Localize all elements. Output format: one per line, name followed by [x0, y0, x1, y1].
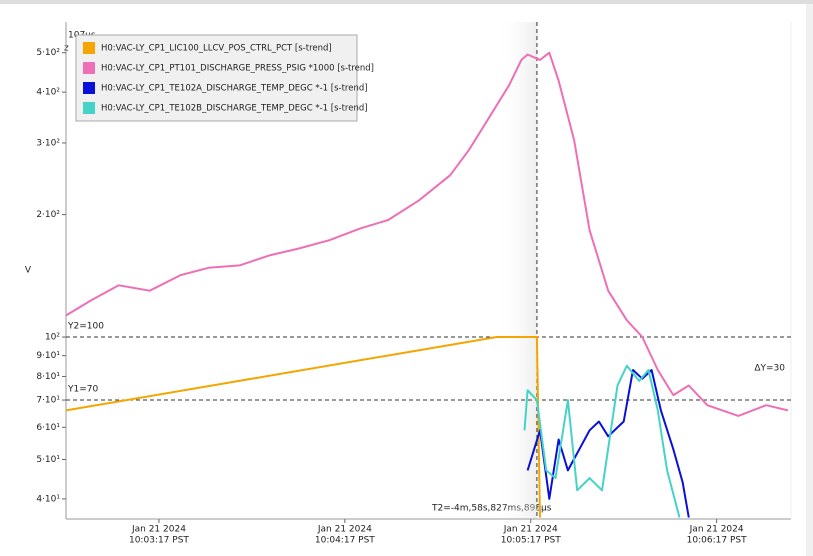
legend-swatch	[83, 82, 95, 94]
series-line	[526, 369, 690, 518]
y-tick-label: 2·10²	[36, 210, 60, 220]
y-tick-label: 10²	[45, 333, 60, 343]
x-tick-label: Jan 21 2024	[689, 525, 744, 535]
legend-swatch	[83, 62, 95, 74]
legend-label: H0:VAC-LY_CP1_TE102B_DISCHARGE_TEMP_DEGC…	[101, 104, 368, 114]
series-line	[523, 364, 681, 518]
x-tick-label: 10:03:17 PST	[129, 536, 189, 546]
dy-label: ΔY=30	[754, 364, 785, 374]
y1-cursor-label: Y1=70	[67, 385, 98, 395]
cursor-shade	[496, 22, 537, 519]
y-tick-label: 9·10¹	[36, 351, 60, 361]
legend-swatch	[83, 42, 95, 54]
x-tick-label: 10:04:17 PST	[315, 536, 375, 546]
x-tick-label: Jan 21 2024	[503, 525, 558, 535]
legend-label: H0:VAC-LY_CP1_LIC100_LLCV_POS_CTRL_PCT […	[101, 44, 332, 54]
y2-cursor-label: Y2=100	[67, 322, 104, 332]
y-tick-label: 4·10²	[36, 88, 60, 98]
legend-label: H0:VAC-LY_CP1_TE102A_DISCHARGE_TEMP_DEGC…	[101, 84, 368, 94]
x-tick-label: 10:05:17 PST	[501, 536, 561, 546]
y-tick-label: 3·10²	[36, 138, 60, 148]
y-tick-label: 7·10¹	[36, 396, 60, 406]
y-tick-label: 5·10²	[36, 48, 60, 58]
x-tick-label: 10:06:17 PST	[687, 536, 747, 546]
series-line	[65, 51, 789, 417]
y-tick-label: 4·10¹	[36, 494, 60, 504]
top-bar	[0, 0, 813, 4]
legend-swatch	[83, 102, 95, 114]
y-axis-label: V	[25, 266, 32, 276]
y-tick-label: 5·10¹	[36, 455, 60, 465]
y-tick-label: 6·10¹	[36, 423, 60, 433]
series-line	[65, 336, 541, 518]
legend-box	[75, 34, 358, 122]
legend-label: H0:VAC-LY_CP1_PT101_DISCHARGE_PRESS_PSIG…	[101, 64, 374, 74]
t2-label: T2=-4m,58s,827ms,893µs	[431, 504, 552, 514]
legend: H0:VAC-LY_CP1_LIC100_LLCV_POS_CTRL_PCT […	[75, 34, 374, 122]
scrollbar	[806, 4, 813, 556]
y-tick-label: 8·10¹	[36, 372, 60, 382]
x-tick-label: Jan 21 2024	[317, 525, 372, 535]
x-tick-label: Jan 21 2024	[131, 525, 186, 535]
